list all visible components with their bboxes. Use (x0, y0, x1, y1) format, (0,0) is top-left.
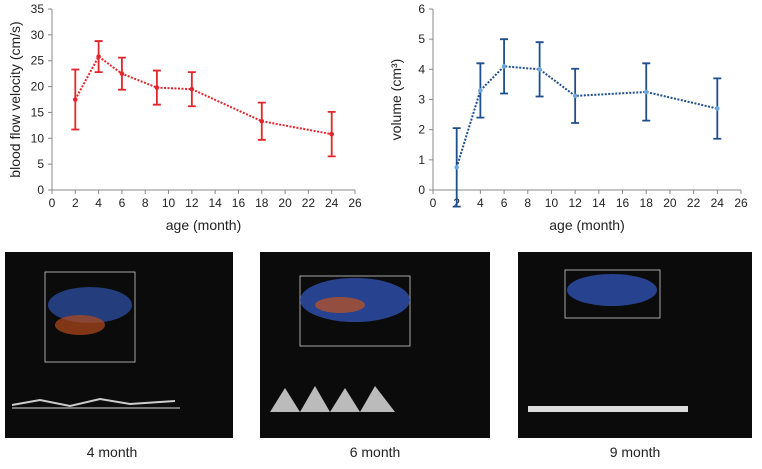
x-tick-label: 2 (72, 196, 79, 210)
x-tick-label: 12 (568, 196, 582, 210)
x-tick-label: 6 (119, 196, 126, 210)
y-tick-label: 35 (31, 2, 45, 16)
x-axis-label: age (month) (166, 217, 241, 233)
ultrasound-panel (5, 252, 233, 438)
y-tick-label: 3 (418, 93, 425, 107)
x-tick-label: 26 (734, 196, 748, 210)
y-tick-label: 10 (31, 131, 45, 145)
data-point (154, 85, 160, 90)
y-axis-label: blood flow velocity (cm/s) (7, 21, 23, 177)
x-tick-label: 16 (232, 196, 246, 210)
data-point (478, 88, 483, 93)
data-point (119, 71, 125, 76)
image-caption: 9 month (610, 444, 661, 460)
x-axis-label: age (month) (549, 217, 624, 233)
y-tick-label: 30 (31, 28, 45, 42)
y-tick-label: 0 (37, 183, 44, 197)
y-tick-label: 0 (418, 183, 425, 197)
x-tick-label: 20 (278, 196, 292, 210)
ultrasound-panel (518, 252, 752, 438)
x-tick-label: 16 (616, 196, 630, 210)
y-tick-label: 5 (37, 157, 44, 171)
x-tick-label: 10 (545, 196, 559, 210)
data-point (259, 118, 265, 124)
y-tick-label: 5 (418, 32, 425, 46)
x-tick-label: 12 (185, 196, 199, 210)
x-tick-label: 10 (162, 196, 176, 210)
x-tick-label: 26 (348, 196, 362, 210)
x-tick-label: 22 (687, 196, 701, 210)
x-tick-label: 24 (325, 196, 339, 210)
x-tick-label: 14 (208, 196, 222, 210)
y-tick-label: 25 (31, 54, 45, 68)
data-point (501, 64, 507, 69)
x-tick-label: 18 (255, 196, 269, 210)
y-axis-label: volume (cm³) (388, 59, 404, 141)
x-tick-label: 18 (640, 196, 654, 210)
data-point (96, 54, 101, 59)
data-point (572, 93, 578, 99)
x-tick-label: 6 (501, 196, 508, 210)
ultrasound-panel (260, 252, 490, 438)
x-tick-label: 4 (95, 196, 102, 210)
data-point (715, 106, 720, 111)
y-tick-label: 2 (418, 123, 425, 137)
y-tick-label: 20 (31, 80, 45, 94)
data-point (329, 131, 334, 137)
series-line (455, 65, 718, 168)
x-tick-label: 24 (711, 196, 725, 210)
data-point (189, 86, 195, 92)
image-caption: 4 month (87, 444, 138, 460)
x-tick-label: 4 (477, 196, 484, 210)
x-tick-label: 0 (49, 196, 56, 210)
data-point (643, 89, 649, 95)
data-point (73, 97, 78, 102)
y-tick-label: 4 (418, 62, 425, 76)
x-tick-label: 20 (663, 196, 677, 210)
x-tick-label: 22 (302, 196, 316, 210)
series-line (74, 55, 332, 136)
x-tick-label: 0 (430, 196, 437, 210)
data-point (454, 165, 459, 170)
data-point (537, 67, 542, 72)
y-tick-label: 1 (418, 153, 425, 167)
x-tick-label: 8 (524, 196, 531, 210)
y-tick-label: 6 (418, 2, 425, 16)
x-tick-label: 8 (142, 196, 149, 210)
image-caption: 6 month (350, 444, 401, 460)
x-tick-label: 14 (592, 196, 606, 210)
y-tick-label: 15 (31, 105, 45, 119)
